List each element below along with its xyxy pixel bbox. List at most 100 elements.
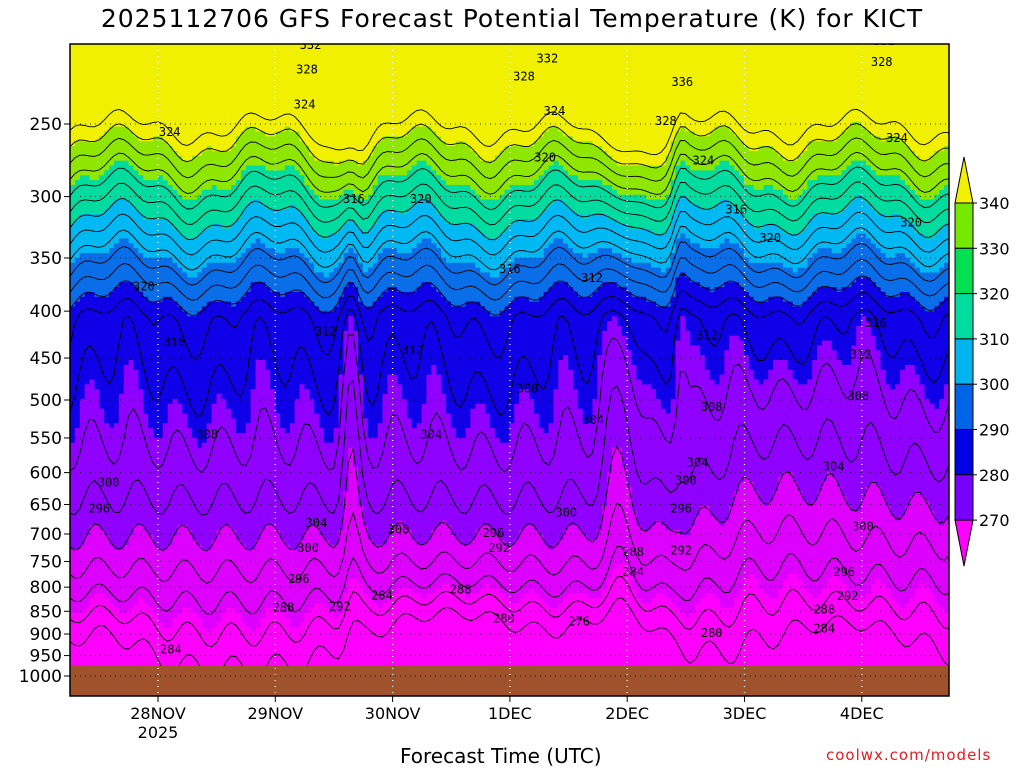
theta-cell [128, 306, 135, 312]
theta-cell [236, 330, 242, 337]
theta-cell [231, 228, 237, 235]
theta-cell [74, 92, 81, 99]
theta-cell [157, 573, 164, 580]
theta-cell [148, 87, 154, 94]
theta-cell [177, 500, 183, 507]
theta-cell [89, 63, 96, 69]
theta-cell [148, 637, 154, 643]
theta-cell [94, 369, 100, 376]
theta-cell [231, 78, 237, 84]
theta-cell [192, 233, 198, 240]
theta-cell [221, 500, 227, 507]
theta-cell [196, 505, 203, 512]
theta-cell [172, 82, 179, 89]
theta-cell [99, 486, 105, 492]
theta-cell [201, 92, 208, 99]
theta-cell [84, 63, 91, 69]
theta-cell [123, 243, 130, 249]
theta-cell [109, 447, 115, 453]
theta-cell [240, 554, 247, 560]
theta-cell [89, 165, 96, 171]
theta-cell [148, 175, 154, 181]
theta-cell [94, 627, 100, 633]
theta-cell [250, 233, 257, 240]
theta-cell [113, 403, 120, 410]
theta-cell [104, 87, 110, 94]
theta-cell [74, 112, 81, 118]
theta-cell [70, 554, 76, 560]
theta-cell [236, 253, 242, 259]
theta-cell [216, 583, 222, 590]
theta-cell [211, 321, 218, 327]
theta-cell [192, 350, 198, 356]
theta-cell [74, 102, 81, 108]
theta-cell [231, 131, 237, 137]
theta-cell [157, 219, 164, 225]
theta-cell [216, 92, 222, 99]
theta-cell [153, 204, 159, 210]
theta-cell [118, 632, 125, 638]
theta-cell [157, 282, 164, 288]
theta-cell [245, 141, 252, 147]
theta-cell [167, 500, 174, 507]
theta-cell [177, 413, 183, 419]
theta-cell [245, 374, 252, 381]
theta-cell [177, 364, 183, 371]
theta-cell [128, 112, 135, 118]
theta-cell [99, 384, 105, 390]
theta-cell [74, 340, 81, 347]
theta-cell [192, 340, 198, 347]
theta-cell [172, 369, 179, 376]
theta-cell [70, 656, 76, 663]
theta-cell [104, 364, 110, 371]
theta-cell [172, 627, 179, 633]
theta-cell [89, 389, 96, 395]
theta-cell [226, 578, 232, 585]
theta-cell [84, 97, 91, 103]
theta-cell [177, 199, 183, 206]
theta-cell [240, 423, 247, 429]
theta-cell [113, 233, 120, 240]
theta-cell [226, 243, 232, 249]
theta-cell [118, 63, 125, 69]
theta-cell [133, 223, 139, 230]
theta-cell [177, 136, 183, 142]
theta-cell [118, 394, 125, 400]
theta-cell [167, 394, 174, 400]
theta-cell [99, 97, 105, 103]
theta-cell [157, 515, 164, 522]
theta-cell [79, 301, 86, 308]
theta-cell [79, 150, 86, 157]
theta-cell [99, 82, 105, 89]
theta-cell [79, 345, 86, 351]
theta-cell [206, 350, 213, 356]
theta-cell [133, 360, 139, 366]
theta-cell [99, 612, 105, 619]
theta-cell [167, 136, 174, 142]
theta-cell [84, 384, 91, 390]
theta-cell [104, 214, 110, 220]
theta-cell [221, 175, 227, 181]
theta-cell [187, 175, 193, 181]
theta-cell [153, 63, 159, 69]
theta-cell [162, 126, 169, 133]
theta-cell [123, 539, 130, 546]
theta-cell [74, 607, 81, 614]
theta-cell [192, 398, 198, 405]
theta-cell [226, 248, 232, 254]
theta-cell [138, 491, 144, 497]
theta-cell [113, 500, 120, 507]
theta-cell [187, 374, 193, 381]
theta-cell [162, 345, 169, 351]
theta-cell [162, 350, 169, 356]
theta-cell [74, 277, 81, 283]
theta-cell [109, 141, 115, 147]
theta-cell [79, 394, 86, 400]
theta-cell [104, 330, 110, 337]
theta-cell [133, 262, 139, 269]
theta-cell [128, 257, 135, 264]
theta-cell [109, 408, 115, 415]
theta-cell [250, 466, 257, 473]
theta-cell [133, 155, 139, 162]
theta-cell [70, 603, 76, 609]
